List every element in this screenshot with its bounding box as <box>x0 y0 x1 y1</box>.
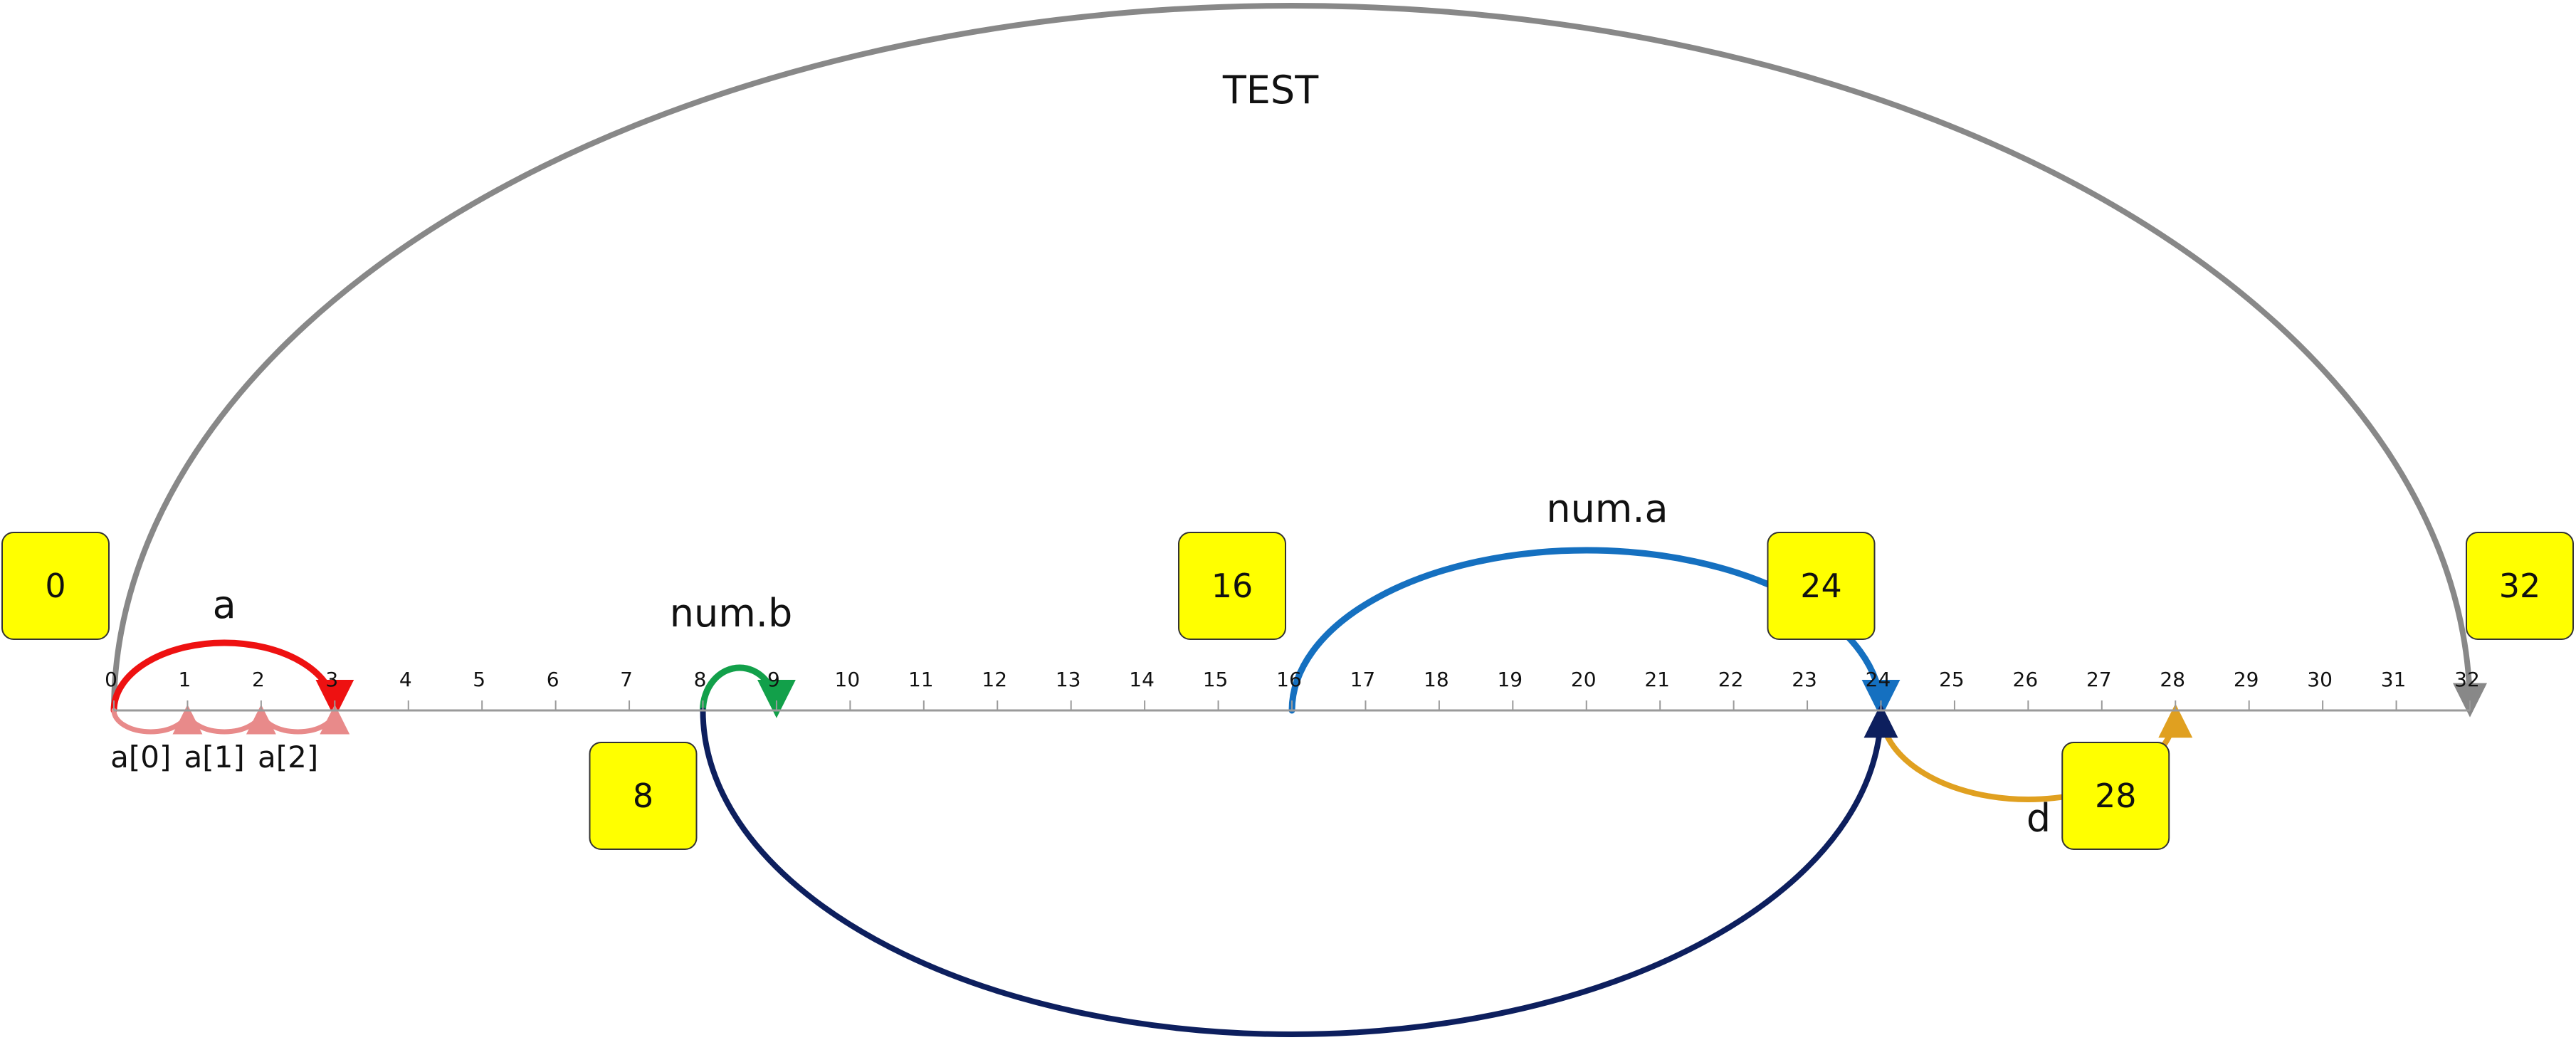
tick-label: 7 <box>620 668 633 691</box>
arc-a <box>110 639 354 718</box>
tick-label: 21 <box>1644 668 1670 691</box>
offset-marker-box <box>1767 532 1876 640</box>
tick-label: 17 <box>1350 668 1376 691</box>
arc-label-test: TEST <box>1222 68 1319 112</box>
tick-label: 1 <box>179 668 191 691</box>
offset-marker-label: 24 <box>1800 567 1842 605</box>
tick-label: 14 <box>1129 668 1155 691</box>
offset-marker-label: 28 <box>2095 777 2137 815</box>
offset-marker-label: 32 <box>2499 567 2541 605</box>
tick-label: 29 <box>2234 668 2259 691</box>
tick-label: 24 <box>1866 668 1891 691</box>
tick-label: 13 <box>1056 668 1081 691</box>
arc-a1 <box>184 704 276 735</box>
arc-label-a: a <box>213 582 236 627</box>
offset-marker-box <box>2061 742 2170 850</box>
offset-marker-box <box>1178 532 1286 640</box>
arc-label-num-b: num.b <box>670 591 793 636</box>
tick-label: 32 <box>2454 668 2480 691</box>
arc-label-a2: a[2] <box>258 740 318 774</box>
tick-label: 18 <box>1424 668 1449 691</box>
tick-label: 0 <box>105 668 117 691</box>
tick-label: 9 <box>767 668 780 691</box>
tick-label: 27 <box>2086 668 2112 691</box>
arc-labels: TEST a a[0] a[1] a[2] num.b num.a d <box>110 68 2051 841</box>
offset-marker-8: 8 <box>589 742 698 850</box>
tick-label: 22 <box>1718 668 1744 691</box>
tick-label: 11 <box>908 668 934 691</box>
offset-marker-label: 0 <box>45 567 65 605</box>
offset-marker-0: 0 <box>1 532 110 640</box>
tick-label: 31 <box>2381 668 2407 691</box>
tick-label: 16 <box>1276 668 1302 691</box>
offset-marker-label: 8 <box>633 777 653 815</box>
arc-test <box>111 3 2487 718</box>
number-line: 0 1 2 3 4 5 6 7 8 9 10 11 12 13 14 15 16 17 18 19 20 21 22 23 24… <box>105 668 2480 712</box>
tick-label: 28 <box>2160 668 2185 691</box>
tick-label: 30 <box>2307 668 2333 691</box>
tick-label: 26 <box>2013 668 2039 691</box>
tick-label: 6 <box>547 668 559 691</box>
tick-label: 3 <box>325 668 338 691</box>
arc-label-a0: a[0] <box>110 740 171 774</box>
arc-label-a1: a[1] <box>184 740 245 774</box>
arcs-layer <box>110 3 2487 1037</box>
offset-marker-box <box>589 742 698 850</box>
offset-marker-16: 16 <box>1178 532 1286 640</box>
tick-label: 23 <box>1792 668 1817 691</box>
tick-label: 8 <box>694 668 707 691</box>
offset-marker-box <box>1 532 110 640</box>
tick-label: 12 <box>982 668 1007 691</box>
offset-marker-box <box>2466 532 2574 640</box>
tick-label: 4 <box>399 668 412 691</box>
offset-marker-32: 32 <box>2466 532 2574 640</box>
tick-label: 20 <box>1571 668 1597 691</box>
tick-label: 2 <box>252 668 265 691</box>
offset-marker-28: 28 <box>2061 742 2170 850</box>
tick-label: 25 <box>1939 668 1965 691</box>
arc-link <box>700 703 1898 1037</box>
offset-marker-label: 16 <box>1211 567 1253 605</box>
tick-label: 15 <box>1203 668 1229 691</box>
arc-label-num-a: num.a <box>1546 486 1668 531</box>
tick-label: 19 <box>1497 668 1523 691</box>
tick-label: 5 <box>473 668 485 691</box>
arc-label-d: d <box>2026 796 2051 841</box>
arc-a0 <box>111 704 203 735</box>
offset-marker-24: 24 <box>1767 532 1876 640</box>
tick-label: 10 <box>835 668 861 691</box>
arc-a2 <box>258 704 350 735</box>
arc-num-b <box>700 664 796 718</box>
